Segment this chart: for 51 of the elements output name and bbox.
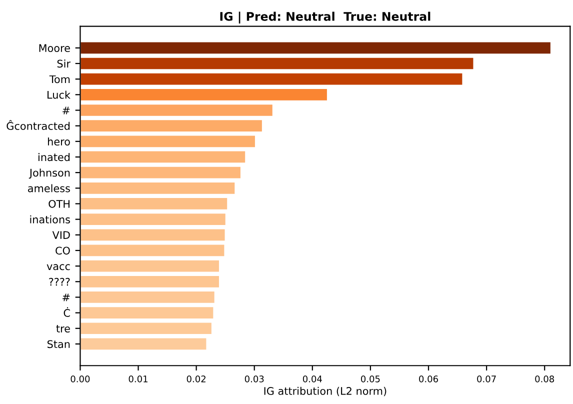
y-tick-label: Stan <box>48 340 70 348</box>
y-tick-label: OTH <box>48 200 70 208</box>
y-tick-label: Ċ <box>64 307 70 317</box>
x-tick-label: 0.02 <box>186 376 206 382</box>
y-tick-label: Moore <box>39 44 70 52</box>
bar <box>80 103 274 118</box>
bar <box>80 290 216 304</box>
x-tick-label: 0.00 <box>70 376 90 382</box>
y-tick-label: Johnson <box>28 168 70 179</box>
x-tick-label: 0.06 <box>419 376 438 382</box>
y-tick-label: Ĝcontracted <box>6 120 70 130</box>
bar <box>80 212 226 226</box>
bar <box>80 41 552 55</box>
y-tick-label: VID <box>52 231 70 239</box>
bar <box>80 337 208 351</box>
y-tick-label: Sir <box>57 60 70 68</box>
bar <box>80 150 246 164</box>
y-tick-label: # <box>62 106 70 114</box>
x-tick-label: 0.05 <box>361 376 380 382</box>
x-tick-label: 0.01 <box>128 376 148 382</box>
y-tick-label: vacc <box>46 264 70 270</box>
y-tick-label: ???? <box>49 278 70 286</box>
bar <box>80 88 328 102</box>
bar <box>80 274 220 288</box>
x-tick-label: 0.08 <box>535 376 554 382</box>
y-tick-label: tre <box>56 325 70 332</box>
bar <box>80 322 213 336</box>
y-tick-label: # <box>62 294 70 302</box>
x-tick-label: 0.03 <box>244 376 264 382</box>
bar <box>80 306 214 320</box>
bar <box>80 259 220 273</box>
y-tick-label: Luck <box>48 90 70 99</box>
bar <box>80 72 464 86</box>
bar <box>80 166 242 180</box>
bar <box>80 196 228 211</box>
x-tick-label: 0.04 <box>302 376 322 382</box>
bar <box>80 244 226 258</box>
bar <box>80 119 264 133</box>
bar <box>80 228 226 242</box>
x-axis-title: IG attribution (L2 norm) <box>264 386 386 396</box>
y-tick-label: Tom <box>49 75 70 84</box>
x-tick-label: 0.07 <box>477 376 496 382</box>
bar <box>80 134 256 148</box>
bar <box>80 56 474 70</box>
chart-title: IG | Pred: Neutral True: Neutral <box>220 12 430 24</box>
y-tick-label: inations <box>30 215 70 224</box>
y-tick-label: CO <box>56 246 70 255</box>
y-tick-label: ameless <box>28 184 70 192</box>
y-tick-label: inated <box>38 153 70 162</box>
bar <box>80 181 236 195</box>
y-tick-label: hero <box>48 137 70 146</box>
